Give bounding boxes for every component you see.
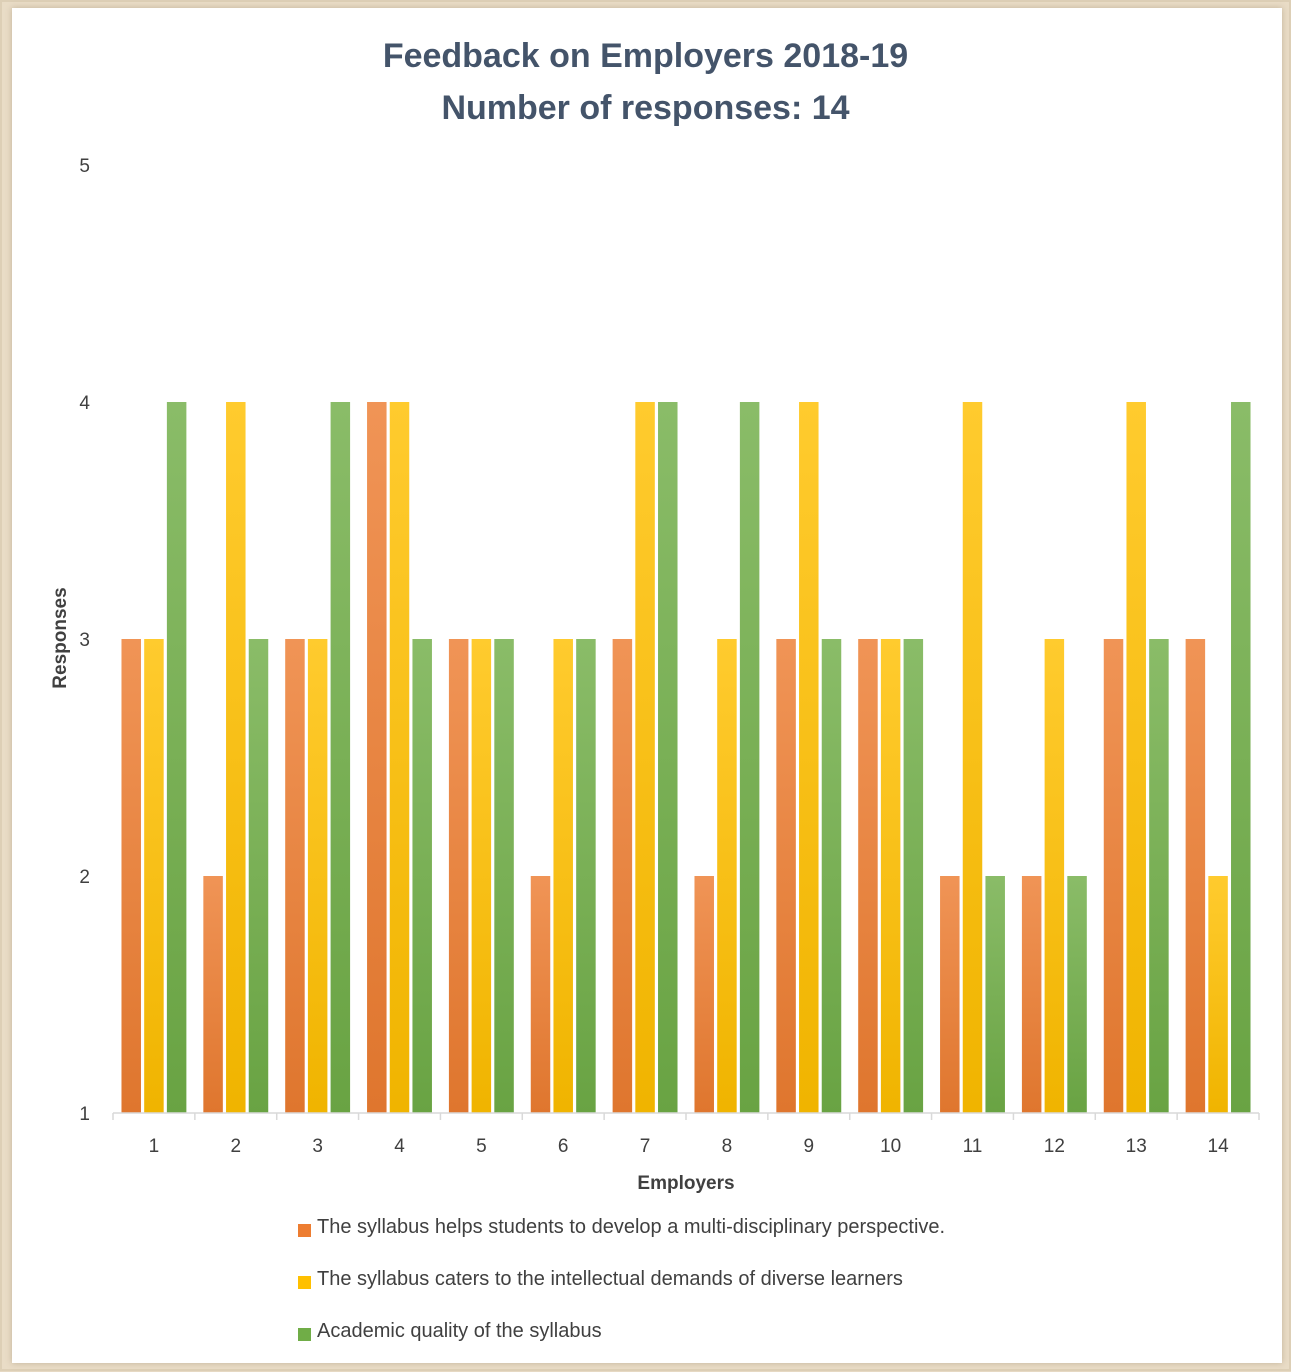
legend-swatch-2 [298,1328,311,1341]
x-tick-label-14: 14 [1208,1136,1230,1157]
x-tick-label-13: 13 [1126,1136,1147,1157]
y-tick-label-3: 4 [79,393,90,414]
bar-s3-employer-4 [412,639,432,1113]
bar-s1-employer-10 [858,639,878,1113]
bar-s3-employer-10 [903,639,924,1113]
bar-s3-employer-14 [1231,402,1251,1113]
y-axis-title: Responses [50,587,71,688]
bar-s1-employer-5 [448,639,469,1113]
legend-label-1: The syllabus caters to the intellectual … [317,1268,903,1290]
bar-s2-employer-4 [389,402,410,1113]
bar-s2-employer-6 [553,639,573,1113]
x-tick-label-10: 10 [880,1136,901,1157]
legend-label-2: Academic quality of the syllabus [317,1320,602,1342]
legend-swatch-1 [298,1276,311,1289]
chart-title: Feedback on Employers 2018-19 [382,37,909,75]
x-tick-label-2: 2 [230,1136,241,1157]
bar-s3-employer-3 [330,402,351,1113]
bar-s2-employer-13 [1126,402,1146,1113]
bar-s3-employer-11 [985,876,1005,1113]
legend-item-2: Academic quality of the syllabus [298,1320,945,1372]
bar-s2-employer-3 [307,639,328,1113]
x-tick-label-7: 7 [640,1136,651,1157]
bar-s2-employer-8 [717,639,737,1113]
bar-s1-employer-11 [940,876,960,1113]
bar-s2-employer-12 [1044,639,1065,1113]
bar-s3-employer-1 [166,402,187,1113]
legend-swatch-0 [298,1224,311,1237]
bar-s1-employer-6 [530,876,551,1113]
bar-s3-employer-9 [821,639,842,1113]
bar-s1-employer-14 [1185,639,1206,1113]
y-tick-label-1: 2 [79,867,90,888]
legend-item-0: The syllabus helps students to develop a… [298,1216,945,1268]
x-tick-label-11: 11 [963,1136,983,1157]
bar-s1-employer-4 [367,402,387,1113]
bar-s2-employer-10 [880,639,901,1113]
chart-subtitle: Number of responses: 14 [441,89,850,127]
bar-s1-employer-8 [694,876,714,1113]
bar-s1-employer-1 [121,639,141,1113]
bar-s3-employer-8 [739,402,760,1113]
bar-s2-employer-14 [1208,876,1228,1113]
x-tick-label-6: 6 [558,1136,569,1157]
bar-s1-employer-2 [203,876,223,1113]
bar-s3-employer-13 [1149,639,1169,1113]
bars [121,402,1251,1113]
bar-s2-employer-1 [144,639,164,1113]
bar-s1-employer-9 [776,639,796,1113]
bar-s3-employer-2 [248,639,269,1113]
x-tick-label-12: 12 [1044,1136,1065,1157]
y-tick-label-2: 3 [79,630,90,651]
bar-s2-employer-11 [962,402,983,1113]
legend-item-1: The syllabus caters to the intellectual … [298,1268,945,1320]
x-tick-label-8: 8 [722,1136,733,1157]
x-axis-title: Employers [637,1173,734,1194]
bar-s3-employer-7 [658,402,678,1113]
bar-s2-employer-9 [799,402,819,1113]
legend-label-0: The syllabus helps students to develop a… [317,1216,946,1238]
bar-s1-employer-3 [285,639,305,1113]
y-axis-ticks: 1 2 3 4 5 [79,156,90,1125]
x-tick-label-3: 3 [312,1136,323,1157]
bar-s3-employer-5 [494,639,514,1113]
x-tick-label-4: 4 [394,1136,405,1157]
bar-s2-employer-7 [635,402,655,1113]
x-tick-label-5: 5 [476,1136,487,1157]
bar-s1-employer-13 [1103,639,1124,1113]
bar-s1-employer-12 [1021,876,1042,1113]
bar-s3-employer-12 [1067,876,1087,1113]
bar-s2-employer-2 [226,402,246,1113]
bar-s2-employer-5 [471,639,492,1113]
y-tick-label-0: 1 [79,1104,90,1125]
legend: The syllabus helps students to develop a… [298,1216,945,1372]
bar-s1-employer-7 [612,639,633,1113]
x-tick-label-9: 9 [803,1136,814,1157]
bar-s3-employer-6 [576,639,596,1113]
x-axis-ticks: 1 2 3 4 5 6 7 8 9 10 11 12 13 14 [112,1113,1260,1157]
y-tick-label-4: 5 [79,156,90,177]
x-tick-label-1: 1 [149,1136,160,1157]
